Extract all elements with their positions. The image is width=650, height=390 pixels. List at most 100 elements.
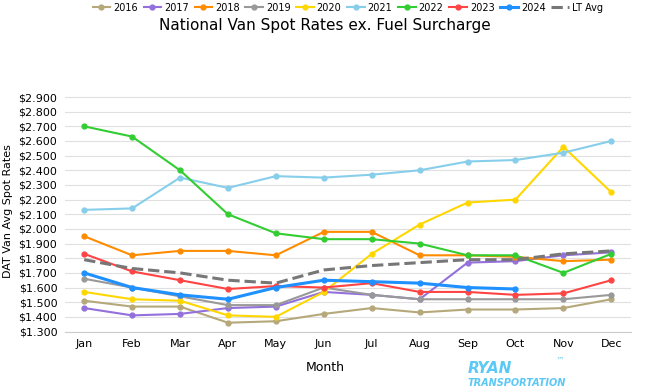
2023	[368, 281, 376, 285]
2024	[463, 285, 471, 290]
2019	[463, 297, 471, 301]
Text: National Van Spot Rates ex. Fuel Surcharge: National Van Spot Rates ex. Fuel Surchar…	[159, 18, 491, 32]
2016	[80, 298, 88, 303]
LT Avg	[368, 263, 376, 268]
2016	[176, 304, 184, 309]
2017	[80, 306, 88, 310]
2023	[176, 278, 184, 282]
2016	[272, 319, 280, 324]
2019	[512, 297, 519, 301]
Text: TRANSPORTATION: TRANSPORTATION	[468, 378, 566, 388]
Line: LT Avg: LT Avg	[84, 251, 612, 283]
2020	[416, 222, 424, 227]
2019	[176, 294, 184, 299]
2019	[80, 277, 88, 281]
2021	[608, 139, 616, 144]
2018	[463, 253, 471, 258]
Text: ™: ™	[556, 356, 564, 365]
2016	[608, 297, 616, 301]
2016	[416, 310, 424, 315]
2020	[272, 314, 280, 319]
2019	[368, 292, 376, 297]
LT Avg	[128, 266, 136, 271]
2016	[224, 320, 232, 325]
Text: Month: Month	[306, 362, 345, 374]
2020	[560, 145, 567, 149]
2022	[176, 168, 184, 173]
2016	[560, 306, 567, 310]
2022	[368, 237, 376, 241]
2024	[176, 292, 184, 297]
2017	[512, 259, 519, 264]
2022	[80, 124, 88, 129]
2019	[128, 285, 136, 290]
Line: 2024: 2024	[82, 270, 518, 302]
2021	[368, 172, 376, 177]
2019	[560, 297, 567, 301]
2022	[272, 231, 280, 236]
2018	[512, 254, 519, 259]
Legend: 2016, 2017, 2018, 2019, 2020, 2021, 2022, 2023, 2024, LT Avg: 2016, 2017, 2018, 2019, 2020, 2021, 2022…	[93, 3, 603, 13]
2021	[463, 159, 471, 164]
Line: 2020: 2020	[82, 144, 614, 319]
LT Avg	[176, 271, 184, 275]
2020	[608, 190, 616, 195]
Line: 2023: 2023	[82, 252, 614, 297]
2022	[416, 241, 424, 246]
2017	[463, 260, 471, 265]
2024	[512, 287, 519, 291]
2022	[224, 212, 232, 216]
2018	[272, 253, 280, 258]
2018	[224, 248, 232, 253]
2018	[176, 248, 184, 253]
2024	[368, 279, 376, 284]
2019	[224, 303, 232, 307]
2016	[463, 307, 471, 312]
2020	[224, 313, 232, 318]
2024	[80, 271, 88, 275]
2022	[463, 253, 471, 258]
2017	[416, 297, 424, 301]
2021	[416, 168, 424, 173]
2022	[320, 237, 328, 241]
Y-axis label: DAT Van Avg Spot Rates: DAT Van Avg Spot Rates	[3, 144, 13, 278]
LT Avg	[80, 257, 88, 262]
LT Avg	[224, 278, 232, 282]
2021	[512, 158, 519, 162]
2021	[320, 175, 328, 180]
2017	[128, 313, 136, 318]
LT Avg	[463, 257, 471, 262]
2021	[272, 174, 280, 179]
2020	[176, 298, 184, 303]
2016	[320, 312, 328, 316]
2023	[224, 287, 232, 291]
Text: RYAN: RYAN	[468, 362, 512, 376]
2017	[224, 306, 232, 310]
2019	[416, 297, 424, 301]
LT Avg	[320, 268, 328, 272]
2020	[320, 290, 328, 294]
2023	[320, 285, 328, 290]
2022	[512, 253, 519, 258]
2016	[512, 307, 519, 312]
2021	[560, 151, 567, 155]
LT Avg	[272, 281, 280, 285]
2020	[128, 297, 136, 301]
2018	[128, 253, 136, 258]
2017	[368, 292, 376, 297]
2023	[128, 269, 136, 274]
2021	[176, 175, 184, 180]
2017	[272, 304, 280, 309]
2024	[224, 297, 232, 301]
2024	[272, 285, 280, 290]
2017	[608, 250, 616, 255]
2018	[368, 229, 376, 234]
2019	[608, 292, 616, 297]
2016	[128, 304, 136, 309]
LT Avg	[608, 248, 616, 253]
2021	[128, 206, 136, 211]
Line: 2018: 2018	[82, 229, 614, 264]
2023	[512, 292, 519, 297]
2018	[416, 253, 424, 258]
2017	[560, 253, 567, 258]
